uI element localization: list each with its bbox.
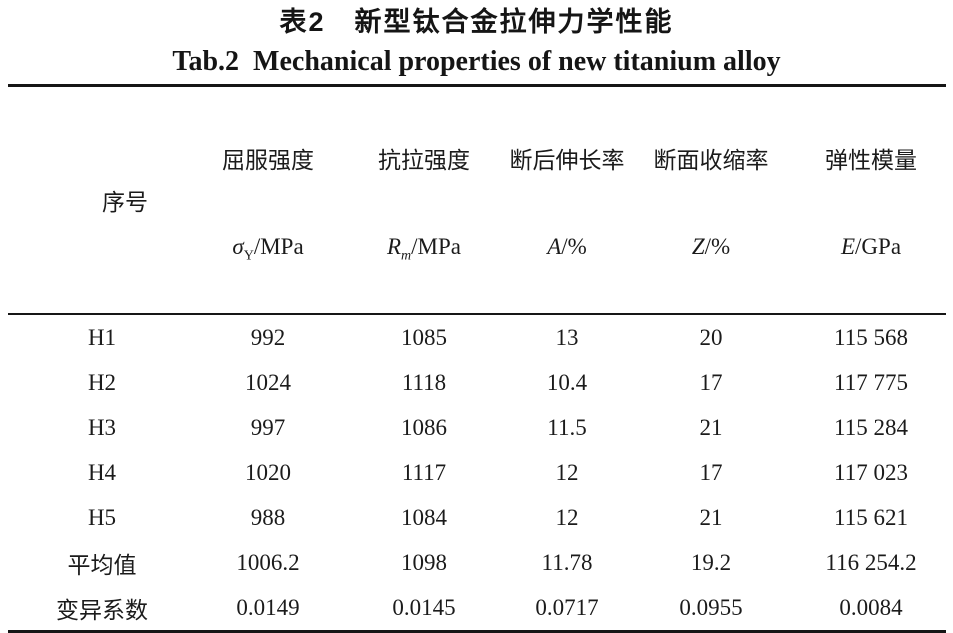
cell: 0.0084 [839, 594, 903, 620]
cell: 1085 [401, 324, 447, 350]
row-label: H5 [87, 504, 117, 530]
cell: 13 [555, 324, 579, 350]
page-title-en: Tab.2 Mechanical properties of new titan… [172, 46, 781, 77]
row-label: 变异系数 [56, 597, 148, 623]
cell: 1098 [401, 549, 447, 575]
column-header-symbol: A/% [547, 234, 587, 259]
cell: 1117 [401, 459, 447, 485]
row-label: H3 [87, 414, 117, 440]
cell: 10.4 [546, 369, 588, 395]
cell: 115 621 [834, 504, 908, 530]
table-row-average: 平均值 1006.2 1098 11.78 19.2 116 254.2 [8, 540, 946, 585]
column-header-serial: 序号 [8, 86, 196, 315]
row-label: H2 [87, 369, 117, 395]
cell: 17 [699, 459, 723, 485]
table-row: H2 1024 1118 10.4 17 117 775 [8, 360, 946, 405]
column-header-tensile-strength: 抗拉强度 Rm/MPa [340, 86, 508, 315]
table-row: H1 992 1085 13 20 115 568 [8, 314, 946, 360]
column-header-name: 抗拉强度 [378, 148, 470, 173]
cell: 1024 [245, 369, 291, 395]
column-header-reduction-of-area: 断面收缩率 Z/% [626, 86, 796, 315]
cell: 117 023 [834, 459, 908, 485]
cell: 20 [699, 324, 723, 350]
row-label: 平均值 [67, 552, 137, 578]
cell: 115 284 [834, 414, 908, 440]
cell: 1006.2 [236, 549, 300, 575]
cell: 0.0955 [679, 594, 743, 620]
column-header-elastic-modulus: 弹性模量 E/GPa [796, 86, 946, 315]
column-header-symbol: Z/% [691, 234, 731, 259]
page-title-zh: 表2 新型钛合金拉伸力学性能 [279, 7, 674, 37]
cell: 12 [555, 504, 579, 530]
cell: 19.2 [690, 549, 732, 575]
column-header-name: 断面收缩率 [653, 148, 769, 173]
column-header-symbol: Rm/MPa [386, 234, 462, 264]
column-header-name: 断后伸长率 [509, 148, 625, 173]
mechanical-properties-table: 序号 屈服强度 σY/MPa 抗拉强度 Rm/MPa 断后伸长率 A/% 断面收… [8, 84, 946, 633]
cell: 1118 [401, 369, 447, 395]
cell: 117 775 [834, 369, 908, 395]
cell: 21 [699, 414, 723, 440]
cell: 992 [250, 324, 286, 350]
column-header-elongation: 断后伸长率 A/% [508, 86, 626, 315]
cell: 0.0717 [535, 594, 599, 620]
table-row: H5 988 1084 12 21 115 621 [8, 495, 946, 540]
row-label: H4 [87, 459, 117, 485]
table-row-variation-coefficient: 变异系数 0.0149 0.0145 0.0717 0.0955 0.0084 [8, 585, 946, 632]
column-header-yield-strength: 屈服强度 σY/MPa [196, 86, 340, 315]
cell: 1020 [245, 459, 291, 485]
cell: 115 568 [834, 324, 908, 350]
column-header-name: 屈服强度 [222, 148, 314, 173]
column-header-symbol: E/GPa [840, 234, 902, 259]
table-row: H3 997 1086 11.5 21 115 284 [8, 405, 946, 450]
cell: 11.78 [541, 549, 593, 575]
cell: 997 [250, 414, 286, 440]
cell: 0.0145 [392, 594, 456, 620]
cell: 11.5 [547, 414, 587, 440]
cell: 1086 [401, 414, 447, 440]
table-row: H4 1020 1117 12 17 117 023 [8, 450, 946, 495]
cell: 21 [699, 504, 723, 530]
cell: 17 [699, 369, 723, 395]
column-header-serial-label: 序号 [102, 190, 148, 215]
cell: 12 [555, 459, 579, 485]
cell: 116 254.2 [825, 549, 917, 575]
cell: 1084 [401, 504, 447, 530]
column-header-name: 弹性模量 [825, 148, 917, 173]
cell: 988 [250, 504, 286, 530]
column-header-symbol: σY/MPa [232, 234, 304, 264]
header-row: 序号 屈服强度 σY/MPa 抗拉强度 Rm/MPa 断后伸长率 A/% 断面收… [8, 86, 946, 315]
cell: 0.0149 [236, 594, 300, 620]
row-label: H1 [87, 324, 117, 350]
